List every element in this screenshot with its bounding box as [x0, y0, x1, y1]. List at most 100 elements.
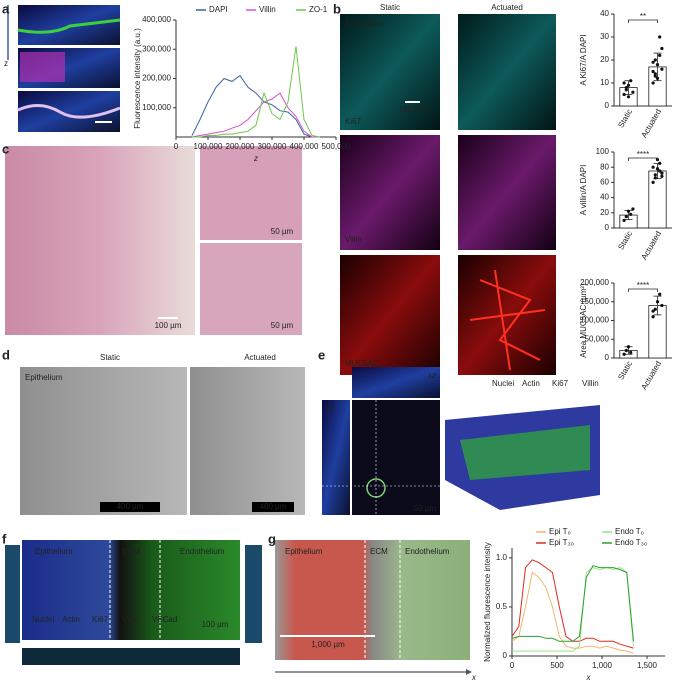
y-tick-label: 200,000: [580, 278, 609, 287]
significance-bracket: [628, 288, 658, 292]
data-point: [624, 215, 628, 219]
data-point: [651, 69, 655, 74]
image: [20, 367, 187, 515]
y-tick-label: 0: [605, 223, 610, 232]
data-point: [631, 207, 635, 211]
label: Static: [100, 353, 120, 362]
significance-bracket: [628, 19, 658, 23]
data-point: [624, 348, 628, 353]
label: xz: [427, 371, 436, 380]
data-point: [629, 350, 633, 354]
label: Actuated: [244, 353, 276, 362]
y-tick-label: 0.5: [496, 602, 508, 611]
image: [5, 146, 195, 335]
data-point: [658, 35, 662, 39]
label: x: [471, 673, 477, 682]
data-point: [653, 176, 657, 180]
series-line: [192, 46, 321, 138]
label: 50 µm: [414, 504, 437, 513]
y-axis-label: A villin/A DAPI: [579, 165, 588, 216]
y-axis-label: Fluorescence intensity (a.u.): [133, 28, 142, 129]
y-tick-label: 10: [600, 78, 609, 87]
label: zy: [325, 403, 335, 412]
data-point: [655, 76, 660, 80]
data-point: [631, 90, 635, 94]
panel-label: d: [2, 347, 10, 362]
label: Nuclei: [32, 615, 54, 624]
y-tick-label: 200,000: [142, 74, 171, 83]
label: z: [4, 59, 8, 68]
label: Epithelium: [25, 373, 63, 382]
label: 50 µm: [271, 227, 294, 236]
label: Villin: [582, 379, 599, 388]
significance-label: ****: [637, 150, 649, 159]
image: [22, 540, 240, 640]
data-point: [660, 67, 664, 71]
data-point: [655, 63, 660, 67]
y-axis-label: Normalized fluorescence intensity: [483, 542, 492, 662]
legend-label: Villin: [259, 5, 276, 14]
legend-label: ZO-1: [309, 5, 328, 14]
scale-label-bg: [252, 502, 294, 512]
data-point: [658, 53, 662, 58]
image: [352, 400, 440, 515]
label: Endothelium: [180, 547, 225, 556]
y-tick-label: 1.0: [496, 553, 508, 562]
label: Actuated: [491, 3, 523, 12]
data-point: [651, 165, 655, 169]
label: Epithelium: [35, 547, 73, 556]
arrow-head: [466, 669, 472, 675]
label: Ki67: [552, 379, 569, 388]
image: [322, 400, 350, 515]
legend-label: Endo T₀: [615, 527, 644, 536]
series-line: [511, 559, 634, 649]
label: ECM: [370, 547, 388, 556]
label: ECM: [122, 547, 140, 556]
x-tick-label: Actuated: [639, 230, 663, 262]
data-point: [626, 95, 631, 99]
data-point: [629, 212, 633, 216]
data-point: [629, 79, 633, 83]
series-line: [191, 92, 320, 138]
label: VECad: [152, 615, 177, 624]
label: Static: [380, 3, 400, 12]
data-point: [653, 74, 657, 78]
y-tick-label: 0: [503, 651, 508, 660]
panel-label: b: [333, 1, 341, 16]
image: [458, 135, 556, 250]
data-point: [653, 58, 657, 62]
image: [245, 545, 262, 643]
data-point: [626, 209, 631, 213]
y-tick-label: 0: [605, 353, 610, 362]
significance-label: **: [640, 12, 646, 21]
y-axis-label: Area MUC5AC (µm²): [579, 283, 588, 358]
y-tick-label: 0: [605, 101, 610, 110]
y-tick-label: 100,000: [142, 103, 171, 112]
x-tick-label: 500: [550, 661, 564, 670]
x-tick-label: 100,000: [194, 142, 223, 151]
label: 400 µm: [117, 502, 144, 511]
label: Ki67: [92, 615, 109, 624]
y-tick-label: 20: [600, 55, 609, 64]
data-point: [660, 171, 664, 175]
label: Nuclei: [492, 379, 514, 388]
panel-label: e: [318, 347, 325, 362]
label: 50 µm: [271, 321, 294, 330]
data-point: [658, 292, 662, 296]
series-line: [511, 565, 634, 642]
legend-label: Epi T₀: [549, 527, 571, 536]
data-point: [660, 303, 664, 308]
x-axis-label: x: [586, 673, 592, 682]
label: 100 µm: [202, 620, 229, 629]
image: [200, 146, 302, 240]
data-point: [653, 307, 657, 311]
image: [340, 135, 440, 250]
y-tick-label: 80: [600, 162, 609, 171]
series-line: [191, 74, 320, 138]
data-point: [651, 315, 655, 319]
x-tick-label: Static: [616, 108, 634, 130]
image: [340, 14, 440, 130]
image: [5, 545, 20, 643]
y-tick-label: 40: [600, 9, 609, 18]
image: [200, 243, 302, 335]
